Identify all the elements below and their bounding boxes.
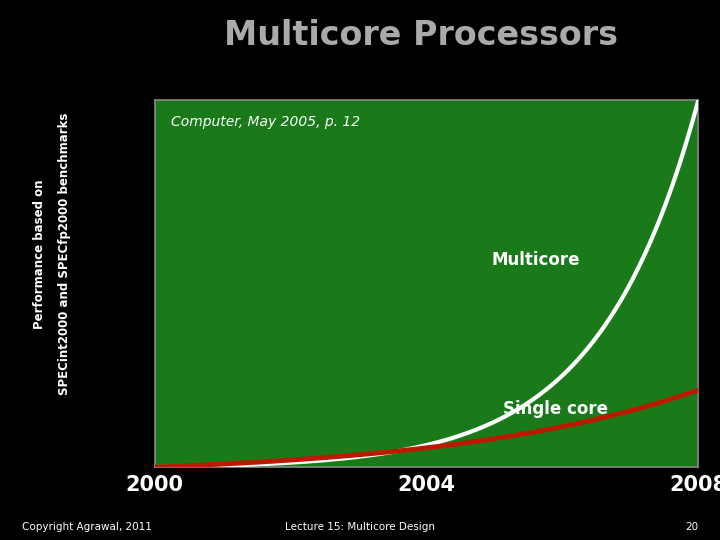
Text: Lecture 15: Multicore Design: Lecture 15: Multicore Design — [285, 522, 435, 531]
Text: Multicore Processors: Multicore Processors — [224, 19, 618, 52]
Text: SPECint2000 and SPECfp2000 benchmarks: SPECint2000 and SPECfp2000 benchmarks — [58, 113, 71, 395]
Text: 20: 20 — [685, 522, 698, 531]
Text: Computer, May 2005, p. 12: Computer, May 2005, p. 12 — [171, 114, 360, 129]
Text: Multicore: Multicore — [492, 251, 580, 269]
Text: Performance based on: Performance based on — [33, 179, 46, 328]
Text: Single core: Single core — [503, 400, 608, 418]
Text: Copyright Agrawal, 2011: Copyright Agrawal, 2011 — [22, 522, 151, 531]
